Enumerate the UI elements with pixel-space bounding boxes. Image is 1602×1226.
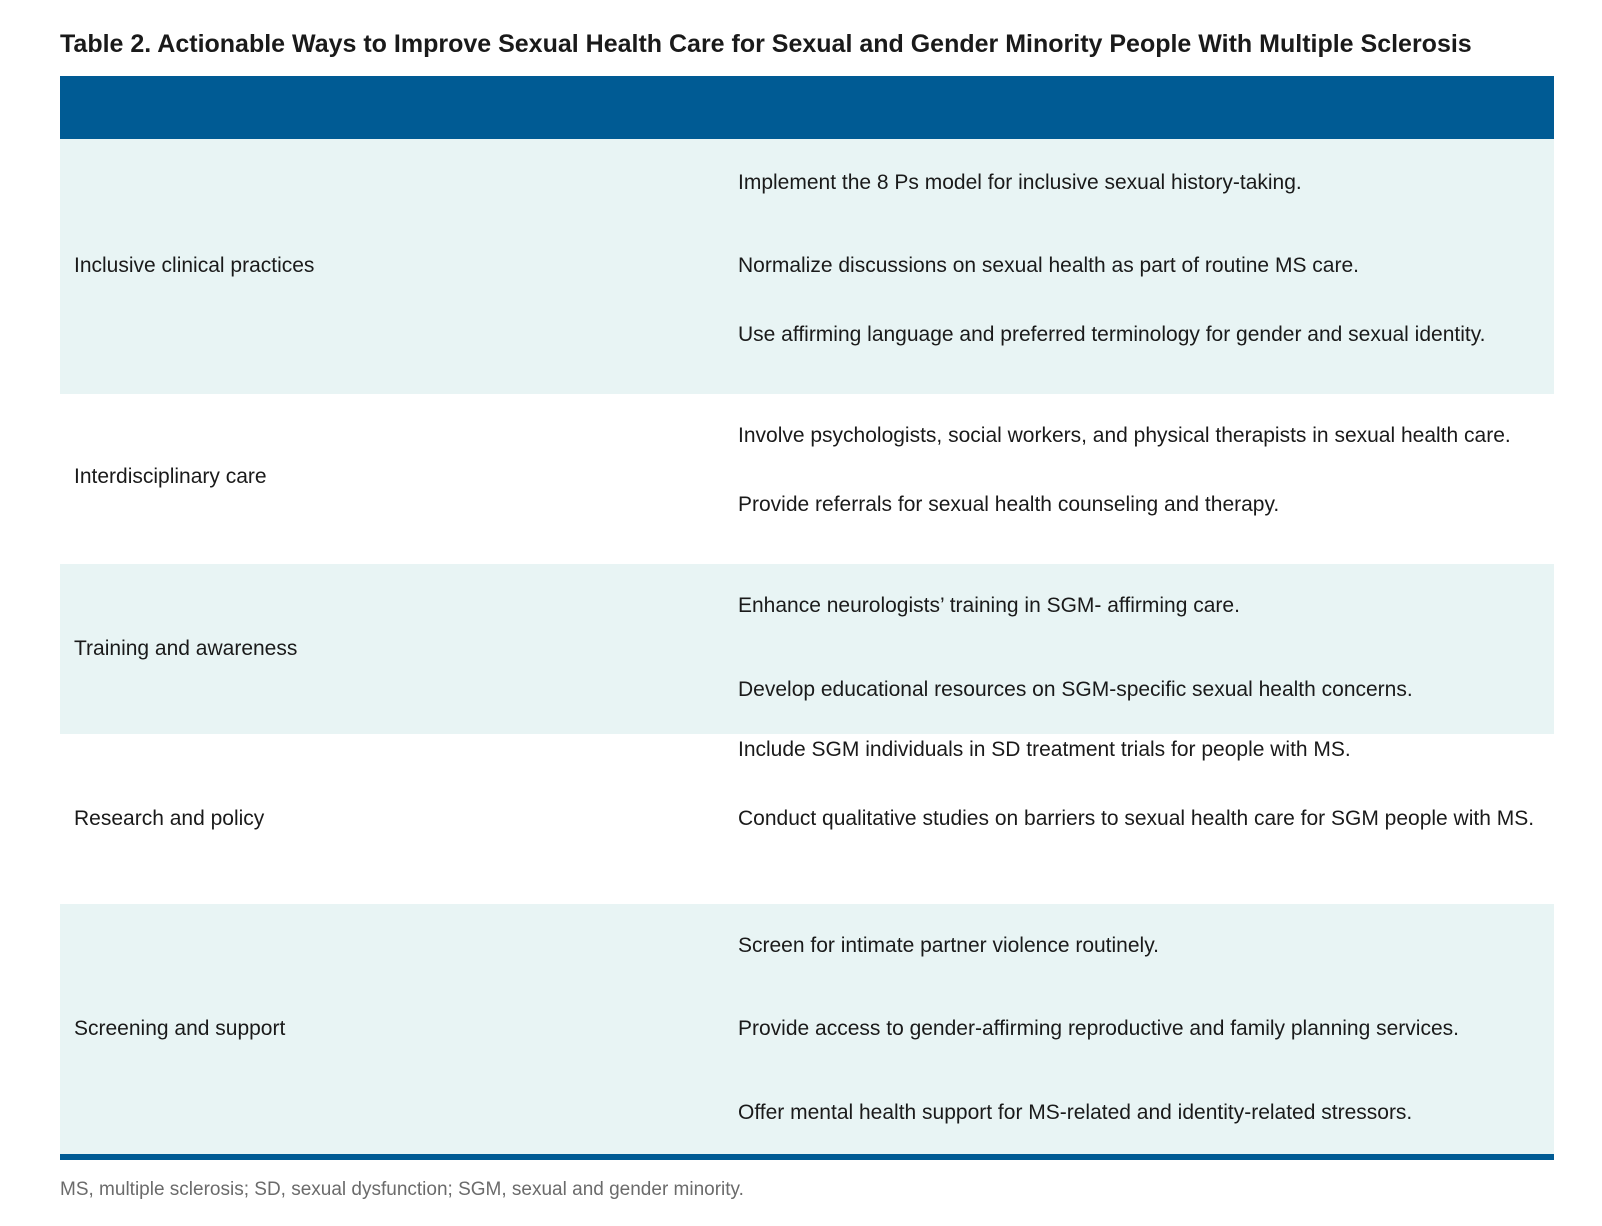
table-title-text: Actionable Ways to Improve Sexual Health… bbox=[157, 30, 1472, 58]
row-action: Involve psychologists, social workers, a… bbox=[738, 424, 1511, 447]
table-row-inclusive-clinical-practices: Inclusive clinical practices Implement t… bbox=[60, 139, 1554, 394]
table-label: Table 2. bbox=[60, 30, 152, 58]
table-bottom-rule bbox=[60, 1154, 1554, 1160]
row-action: Develop educational resources on SGM-spe… bbox=[738, 678, 1413, 701]
row-category: Training and awareness bbox=[74, 637, 298, 660]
row-action: Implement the 8 Ps model for inclusive s… bbox=[738, 171, 1302, 194]
row-action: Enhance neurologists’ training in SGM- a… bbox=[738, 594, 1240, 617]
row-action: Conduct qualitative studies on barriers … bbox=[738, 807, 1535, 830]
row-action: Offer mental health support for MS-relat… bbox=[738, 1101, 1413, 1124]
row-action: Normalize discussions on sexual health a… bbox=[738, 254, 1359, 277]
row-action: Use affirming language and preferred ter… bbox=[738, 323, 1486, 346]
table-header-bar bbox=[60, 76, 1554, 139]
row-category: Interdisciplinary care bbox=[74, 465, 267, 488]
row-category: Inclusive clinical practices bbox=[74, 254, 315, 277]
table-title: Table 2. Actionable Ways to Improve Sexu… bbox=[60, 30, 1554, 59]
row-action: Include SGM individuals in SD treatment … bbox=[738, 738, 1351, 761]
row-action: Screen for intimate partner violence rou… bbox=[738, 934, 1159, 957]
table-row-training-and-awareness: Training and awareness Enhance neurologi… bbox=[60, 564, 1554, 734]
table-row-screening-and-support: Screening and support Screen for intimat… bbox=[60, 904, 1554, 1154]
row-category: Research and policy bbox=[74, 807, 265, 830]
table-footnote: MS, multiple sclerosis; SD, sexual dysfu… bbox=[60, 1179, 744, 1200]
row-action: Provide access to gender-affirming repro… bbox=[738, 1017, 1459, 1040]
row-action: Provide referrals for sexual health coun… bbox=[738, 493, 1280, 516]
row-category: Screening and support bbox=[74, 1017, 286, 1040]
table-row-research-and-policy: Research and policy Include SGM individu… bbox=[60, 734, 1554, 904]
table-row-interdisciplinary-care: Interdisciplinary care Involve psycholog… bbox=[60, 394, 1554, 564]
